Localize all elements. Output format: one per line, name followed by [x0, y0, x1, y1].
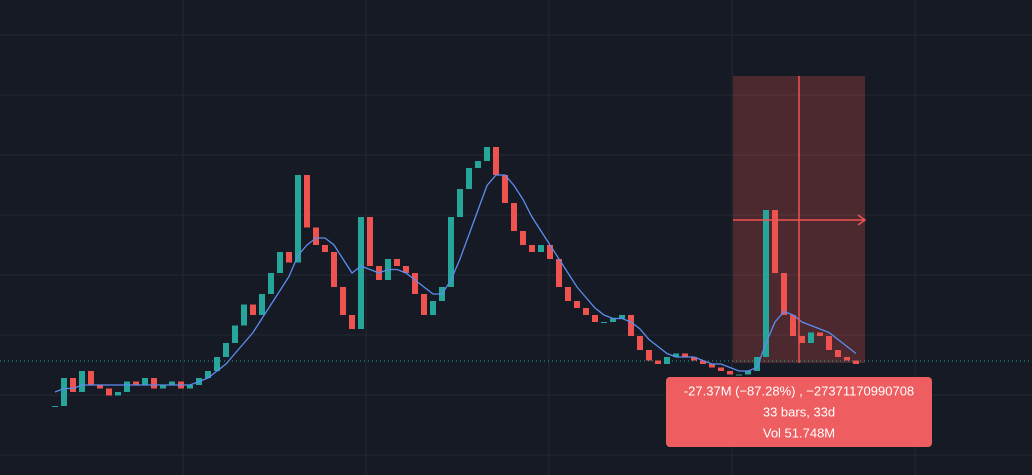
measure-bars: 33 bars, 33d — [763, 404, 835, 419]
candle-body — [250, 304, 256, 315]
candle-body — [349, 315, 355, 329]
candle-body — [520, 231, 526, 245]
candle-body — [232, 325, 238, 343]
candle-body — [637, 336, 643, 350]
measure-arrow — [857, 214, 867, 226]
candle-body — [70, 378, 76, 392]
candle-body — [619, 315, 625, 319]
candle-body — [151, 378, 157, 389]
candle-body — [313, 227, 319, 245]
candle-body — [214, 357, 220, 371]
candle-body — [772, 210, 778, 273]
candle-body — [691, 357, 697, 361]
candle-body — [547, 245, 553, 259]
candle-body — [763, 210, 769, 357]
candle-body — [466, 168, 472, 189]
candle-body — [187, 385, 193, 389]
candle-body — [241, 304, 247, 326]
candle-body — [574, 301, 580, 308]
candle-body — [700, 360, 706, 364]
candle-body — [655, 360, 661, 364]
candle-body — [565, 287, 571, 301]
candle-body — [304, 175, 310, 228]
candle-body — [322, 245, 328, 252]
measure-tooltip — [666, 377, 932, 447]
candle-body — [205, 371, 211, 378]
candle-body — [358, 217, 364, 329]
candle-body — [295, 175, 301, 263]
candle-body — [412, 273, 418, 294]
candle-body — [826, 336, 832, 350]
candle-body — [745, 371, 751, 375]
candle-body — [52, 406, 58, 407]
candle-body — [124, 381, 130, 392]
candles — [52, 147, 859, 407]
candle-body — [817, 332, 823, 336]
candle-body — [367, 217, 373, 266]
moving-average — [54, 174, 857, 393]
candle-body — [673, 353, 679, 357]
candle-body — [736, 374, 742, 376]
candle-body — [529, 245, 535, 252]
candle-body — [268, 273, 274, 294]
candle-body — [133, 381, 139, 385]
candle-body — [610, 318, 616, 322]
candle-body — [61, 378, 67, 406]
candle-body — [853, 360, 859, 364]
candle-body — [484, 147, 490, 161]
candle-body — [718, 367, 724, 371]
candle-body — [583, 308, 589, 315]
candle-body — [835, 350, 841, 357]
candle-body — [493, 147, 499, 175]
candle-body — [421, 294, 427, 315]
candle-body — [259, 294, 265, 315]
candle-body — [142, 378, 148, 385]
candle-body — [808, 332, 814, 343]
candle-body — [475, 161, 481, 168]
candle-body — [430, 301, 436, 315]
candle-body — [277, 252, 283, 273]
candle-body — [223, 343, 229, 357]
candle-body — [403, 266, 409, 273]
candle-body — [727, 371, 733, 375]
candle-body — [106, 388, 112, 396]
candle-body — [790, 315, 796, 336]
candle-body — [754, 357, 760, 371]
candle-body — [592, 315, 598, 322]
candle-body — [331, 252, 337, 287]
candle-body — [394, 259, 400, 266]
candle-body — [646, 350, 652, 361]
candle-body — [682, 353, 688, 357]
candle-body — [601, 322, 607, 323]
candle-body — [457, 189, 463, 217]
candle-body — [286, 252, 292, 263]
candle-body — [511, 203, 517, 231]
candle-body — [664, 357, 670, 364]
candle-body — [97, 385, 103, 389]
candle-body — [88, 371, 94, 385]
candle-body — [781, 273, 787, 315]
candle-body — [628, 315, 634, 336]
candle-body — [799, 336, 805, 343]
candle-body — [538, 245, 544, 252]
candle-body — [79, 371, 85, 392]
candle-body — [160, 385, 166, 389]
candle-body — [556, 259, 562, 287]
measure-change: -27.37M (−87.28%) , −27371170990708 — [684, 383, 914, 398]
candle-body — [502, 175, 508, 203]
candle-body — [340, 287, 346, 315]
measure-volume: Vol 51.748M — [763, 425, 835, 440]
candle-body — [115, 392, 121, 396]
candle-body — [169, 381, 175, 385]
candle-body — [844, 357, 850, 361]
candle-body — [448, 217, 454, 287]
candle-body — [709, 364, 715, 368]
